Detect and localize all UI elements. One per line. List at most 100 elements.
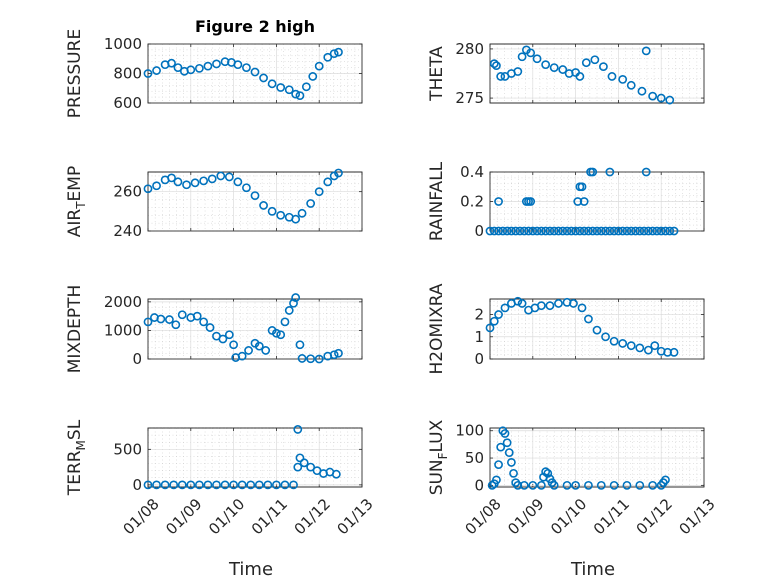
data-point xyxy=(276,330,286,340)
data-point xyxy=(485,226,495,236)
subplot-2: 275 280 THETA xyxy=(427,40,705,107)
data-point xyxy=(494,310,503,319)
data-point xyxy=(289,480,298,490)
x-tick-label: 01/12 xyxy=(633,495,676,538)
y-tick-label: 0 xyxy=(474,350,484,368)
data-point xyxy=(160,480,170,490)
data-point xyxy=(502,438,512,448)
data-point xyxy=(233,177,243,187)
data-point xyxy=(605,167,615,177)
data-point xyxy=(643,226,653,236)
data-point xyxy=(229,340,238,350)
data-point xyxy=(297,354,307,363)
data-point xyxy=(536,480,546,490)
x-axis-label: Time xyxy=(228,559,273,580)
data-point xyxy=(334,348,343,358)
data-point xyxy=(648,480,658,490)
data-point xyxy=(167,58,176,68)
data-point xyxy=(592,325,602,335)
data-point xyxy=(577,303,587,313)
data-point xyxy=(224,330,234,340)
data-point xyxy=(496,72,506,81)
data-point xyxy=(169,480,179,490)
data-point xyxy=(639,226,649,236)
data-point xyxy=(605,226,615,236)
data-point xyxy=(261,346,271,355)
data-point xyxy=(259,201,268,210)
data-point xyxy=(506,226,516,236)
y-tick-label: 1 xyxy=(474,328,484,346)
data-point xyxy=(485,323,495,333)
data-point xyxy=(314,61,324,71)
data-point xyxy=(489,226,499,236)
data-point xyxy=(641,167,651,177)
data-point xyxy=(323,52,333,62)
data-point xyxy=(614,226,623,236)
data-point xyxy=(203,480,213,490)
data-series xyxy=(143,168,343,224)
data-point xyxy=(637,86,647,96)
y-tick-label: 1000 xyxy=(104,321,142,339)
data-series xyxy=(489,45,675,105)
data-point xyxy=(186,65,196,75)
data-point xyxy=(622,480,632,490)
y-tick-label: 2000 xyxy=(104,293,142,311)
data-point xyxy=(280,480,290,490)
data-point xyxy=(511,226,521,236)
x-tick-label: 01/09 xyxy=(504,495,547,538)
data-point xyxy=(220,480,230,490)
data-point xyxy=(218,334,228,344)
data-point xyxy=(334,47,343,57)
data-point xyxy=(152,66,161,75)
data-point xyxy=(177,310,187,320)
data-point xyxy=(500,429,510,438)
data-point xyxy=(661,475,670,485)
axes-background xyxy=(147,171,363,232)
data-point xyxy=(669,226,679,236)
data-point xyxy=(242,63,251,72)
x-tick-label: 01/12 xyxy=(291,495,334,538)
y-tick-label: 0 xyxy=(132,350,142,368)
data-point xyxy=(584,480,593,490)
y-tick-label: 2 xyxy=(474,306,484,324)
data-point xyxy=(244,346,253,355)
x-tick-label: 01/11 xyxy=(590,495,633,538)
data-point xyxy=(293,462,303,472)
data-point xyxy=(284,85,294,95)
data-point xyxy=(571,226,580,236)
data-point xyxy=(489,59,499,69)
axes-frame xyxy=(489,427,705,488)
subplot-4: 0 0.2 0.4 RAINFALL xyxy=(427,161,705,241)
data-point xyxy=(601,226,610,236)
axes-frame xyxy=(147,427,363,488)
data-point xyxy=(596,226,606,236)
data-point xyxy=(143,317,153,327)
data-point xyxy=(284,306,294,315)
x-tick-label: 01/08 xyxy=(119,495,162,538)
data-point xyxy=(500,303,510,313)
data-point xyxy=(291,89,301,99)
data-series xyxy=(143,47,343,101)
data-point xyxy=(492,61,501,71)
data-point xyxy=(665,95,675,105)
data-point xyxy=(536,301,546,311)
data-series xyxy=(485,296,679,357)
axes-frame xyxy=(147,171,363,232)
data-point xyxy=(566,226,576,236)
data-point xyxy=(526,48,536,58)
y-tick-label: 600 xyxy=(113,94,142,112)
data-point xyxy=(263,480,273,490)
data-point xyxy=(609,336,619,346)
data-point xyxy=(599,62,608,72)
data-point xyxy=(579,197,589,206)
data-point xyxy=(199,176,209,186)
y-tick-label: 100 xyxy=(455,422,484,440)
data-point xyxy=(549,226,559,236)
data-point xyxy=(271,328,281,338)
data-point xyxy=(592,226,602,236)
y-axis-label: SUNFLUX xyxy=(427,419,450,495)
data-series xyxy=(485,167,679,236)
data-point xyxy=(635,480,645,490)
data-series xyxy=(143,293,343,364)
data-point xyxy=(250,191,260,200)
